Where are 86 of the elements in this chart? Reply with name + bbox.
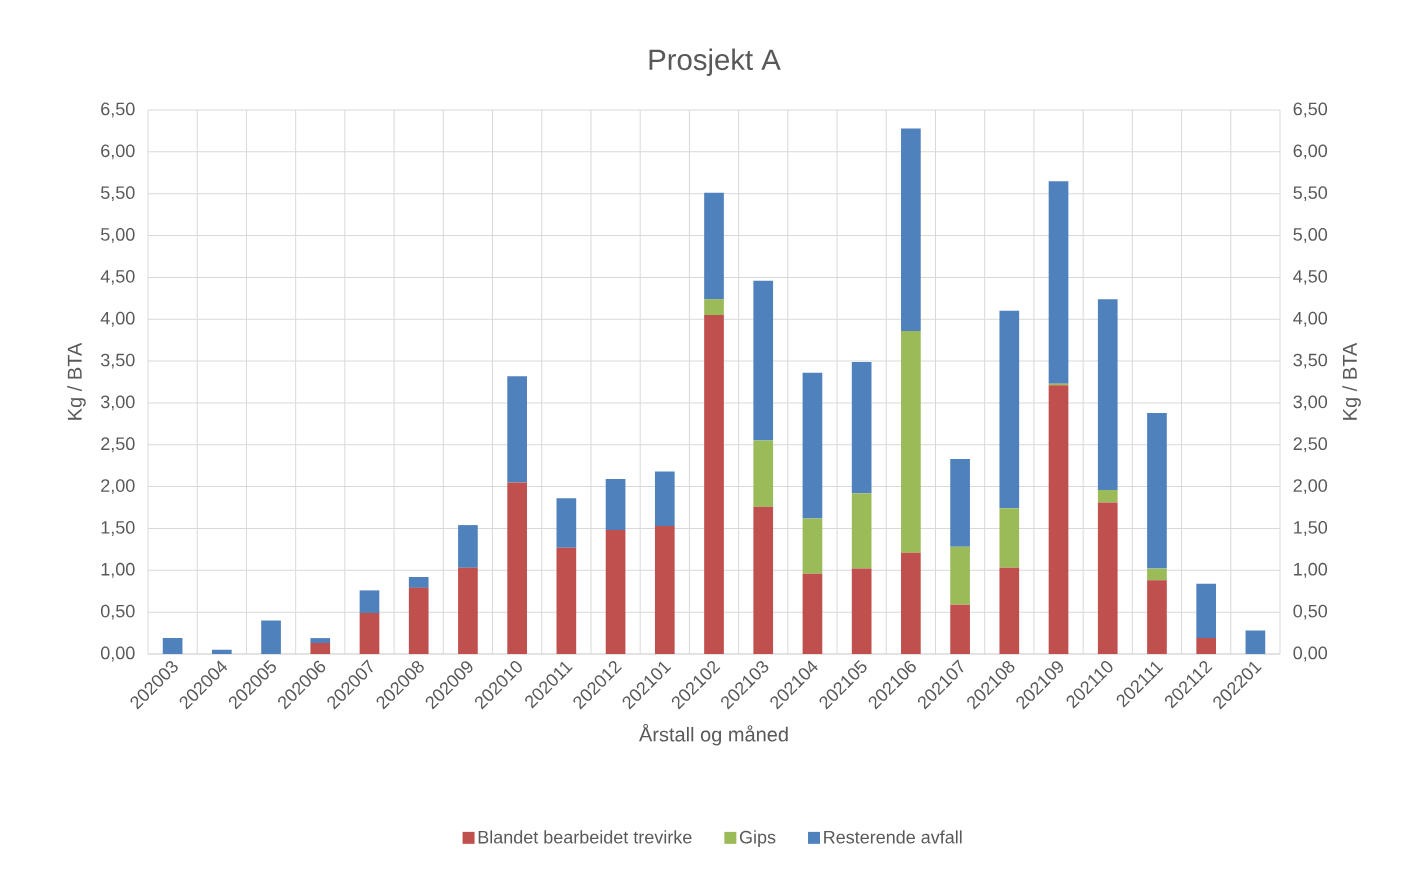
bar (458, 567, 478, 654)
y-tick-label: 2,00 (101, 479, 135, 495)
y2-axis-title: Kg / BTA (1342, 342, 1361, 420)
bar (950, 604, 970, 654)
chart-title: Prosjekt A (649, 48, 781, 76)
bar (310, 643, 331, 654)
bar (704, 192, 724, 300)
bar (1097, 299, 1118, 490)
y2-tick-label: 5,00 (1293, 228, 1328, 243)
bar (408, 576, 429, 588)
y-tick-label: 5,00 (100, 228, 135, 243)
bar (408, 587, 429, 654)
y2-tick-label: 5,50 (1293, 186, 1328, 202)
y2-tick-label: 2,00 (1293, 479, 1328, 495)
bar (901, 128, 921, 331)
bar (950, 546, 970, 605)
y2-tick-label: 2,50 (1293, 437, 1328, 453)
bar (802, 372, 823, 519)
y-tick-label: 5,50 (100, 186, 135, 202)
bar (901, 330, 921, 553)
bar (654, 471, 675, 526)
y2-tick-label: 4,00 (1293, 311, 1328, 327)
bar (851, 493, 872, 569)
bar (654, 525, 675, 654)
y2-tick-label: 6,00 (1293, 144, 1328, 160)
bar (261, 620, 281, 654)
y2-tick-label: 3,00 (1293, 395, 1328, 411)
bar (458, 525, 478, 568)
y-tick-label: 6,00 (101, 144, 135, 160)
bar (1147, 580, 1167, 654)
bar (704, 315, 724, 654)
bar (359, 590, 380, 613)
bar (605, 530, 626, 654)
bar (753, 280, 774, 441)
x-axis-title: Årstall og måned (639, 723, 788, 746)
bar (851, 361, 872, 494)
y2-tick-label: 0,00 (1293, 646, 1328, 662)
y-tick-label: 3,00 (100, 395, 135, 411)
bar (1147, 412, 1167, 569)
bar (310, 638, 331, 644)
bar (753, 506, 774, 654)
y-tick-label: 4,50 (100, 269, 135, 285)
bar (1097, 489, 1118, 503)
bar (1097, 502, 1118, 654)
y2-tick-label: 1,00 (1294, 562, 1328, 578)
bar (1196, 583, 1217, 639)
y-tick-label: 4,00 (100, 311, 135, 327)
y2-tick-label: 4,50 (1293, 269, 1328, 285)
bar (851, 568, 872, 654)
y-tick-label: 0,00 (100, 646, 135, 662)
bar (1147, 568, 1167, 581)
y-tick-label: 1,00 (101, 562, 135, 578)
bar (507, 482, 527, 654)
bar (1196, 638, 1217, 654)
bar (605, 479, 626, 531)
y-tick-label: 2,50 (101, 437, 135, 453)
y2-tick-label: 0,50 (1293, 604, 1328, 620)
bar (802, 518, 823, 574)
bar (1048, 385, 1069, 654)
y2-tick-label: 6,50 (1293, 102, 1328, 118)
bar (704, 299, 724, 316)
y2-tick-label: 1,50 (1294, 521, 1328, 536)
y-tick-label: 6,50 (101, 102, 135, 118)
bar (999, 310, 1020, 509)
legend-label: Blandet bearbeidet trevirke (478, 830, 692, 844)
bar (802, 573, 823, 654)
bar (507, 376, 527, 483)
bar (359, 612, 380, 654)
y2-tick-label: 3,50 (1293, 353, 1328, 369)
bar (999, 508, 1020, 568)
bar (556, 498, 577, 548)
y-axis-title: Kg / BTA (67, 342, 86, 420)
bar (950, 458, 970, 547)
bar (162, 638, 183, 654)
y-tick-label: 0,50 (100, 604, 135, 620)
bar (1245, 630, 1266, 654)
bar (753, 440, 774, 507)
bar (999, 567, 1020, 654)
y-tick-label: 1,50 (101, 521, 135, 536)
y-tick-label: 3,50 (100, 353, 135, 369)
bar (211, 649, 232, 654)
legend-label: Gips (739, 830, 776, 848)
bar (901, 552, 921, 654)
bar (1048, 181, 1069, 384)
bar (556, 547, 577, 654)
legend-label: Resterende avfall (824, 830, 962, 844)
